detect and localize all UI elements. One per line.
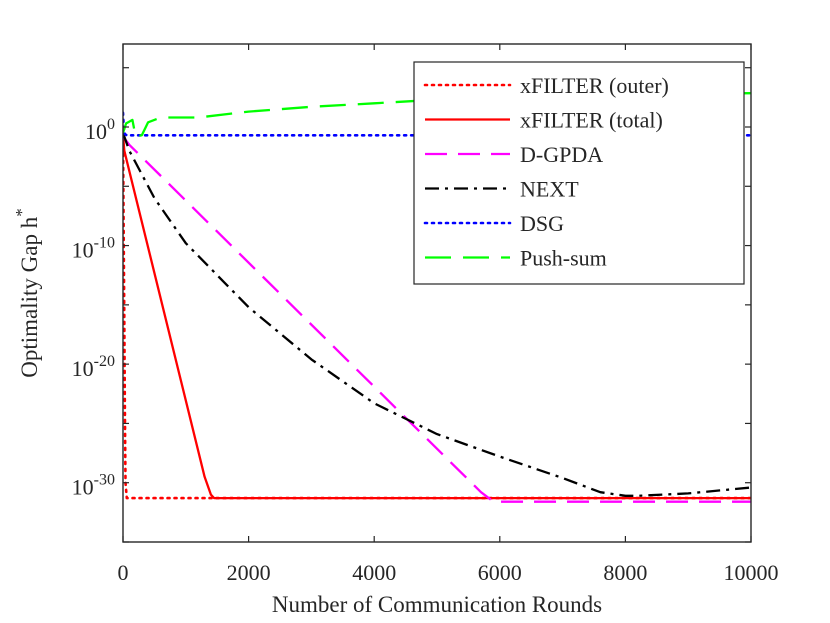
legend-label-5: Push-sum	[520, 246, 607, 271]
legend-label-0: xFILTER (outer)	[520, 73, 669, 98]
y-tick-label-1: 10-10	[72, 235, 115, 263]
legend-label-2: D-GPDA	[520, 142, 603, 167]
series-line-2	[123, 135, 751, 503]
y-axis-label-superscript: *	[12, 208, 31, 217]
y-tick-label-3: 10-30	[72, 472, 115, 500]
x-tick-labels: 0 2000 4000 6000 8000 10000	[118, 560, 779, 585]
x-tick-label-1: 2000	[227, 560, 271, 585]
x-tick-label-0: 0	[118, 560, 129, 585]
legend-box	[413, 61, 745, 285]
x-tick-label-4: 8000	[603, 560, 647, 585]
axis-ticks	[122, 44, 752, 543]
plot-frame	[122, 43, 752, 543]
x-tick-label-2: 4000	[352, 560, 396, 585]
series-line-3	[123, 132, 751, 497]
legend-label-1: xFILTER (total)	[520, 108, 663, 133]
y-axis-label: Optimality Gap h*	[12, 208, 42, 377]
x-tick-label-3: 6000	[478, 560, 522, 585]
series-line-5	[123, 92, 751, 138]
legend-label-3: NEXT	[520, 177, 579, 202]
series-line-1	[123, 134, 751, 500]
y-axis-label-text: Optimality Gap h	[17, 216, 42, 377]
legend: xFILTER (outer) xFILTER (total) D-GPDA NEXT…	[413, 61, 745, 285]
y-tick-label-2: 10-20	[72, 353, 115, 381]
y-tick-label-0: 100	[85, 116, 115, 144]
x-axis-label: Number of Communication Rounds	[272, 592, 602, 617]
legend-label-4: DSG	[520, 211, 564, 236]
x-tick-label-5: 10000	[724, 560, 779, 585]
y-tick-labels: 100 10-10 10-20 10-30	[72, 116, 115, 500]
